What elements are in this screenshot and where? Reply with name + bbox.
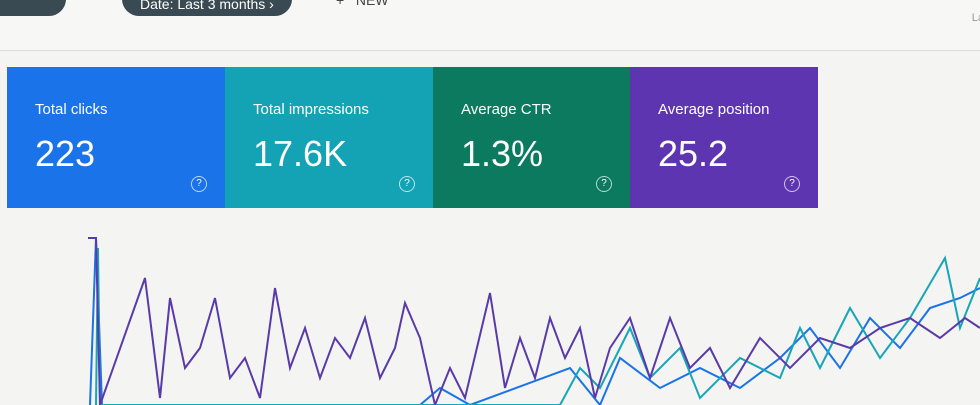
metric-card[interactable]: Total clicks 223? <box>7 67 225 208</box>
help-icon: ? <box>191 176 207 192</box>
line-impressions <box>95 247 980 405</box>
date-filter-label: Date: Last 3 months <box>140 0 266 12</box>
line-clicks <box>89 237 980 405</box>
help-icon: ? <box>399 176 415 192</box>
metric-value: 1.3% <box>461 133 544 174</box>
toolbar: Date: Last 3 months › + NEW La <box>0 0 980 51</box>
new-button[interactable]: + NEW <box>336 0 389 8</box>
metric-card[interactable]: Average position 25.2? <box>630 67 818 208</box>
help-icon: ? <box>596 176 612 192</box>
metric-label: Total clicks <box>35 101 108 118</box>
date-filter[interactable]: Date: Last 3 months › <box>122 0 292 16</box>
help-icon: ? <box>784 176 800 192</box>
new-label: NEW <box>355 0 389 8</box>
metric-value: 25.2 <box>658 133 729 174</box>
metric-card[interactable]: Total impressions 17.6K? <box>225 67 433 208</box>
metric-label: Total impressions <box>253 101 369 118</box>
right-text: La <box>971 12 980 24</box>
metric-label: Average CTR <box>461 101 552 118</box>
metric-value: 223 <box>35 133 96 174</box>
chart-lines <box>88 237 980 405</box>
metric-card[interactable]: Average CTR 1.3%? <box>433 67 630 208</box>
filter-button[interactable] <box>0 0 66 16</box>
metric-value: 17.6K <box>253 133 348 174</box>
line-position <box>88 237 980 405</box>
metric-label: Average position <box>658 101 770 118</box>
